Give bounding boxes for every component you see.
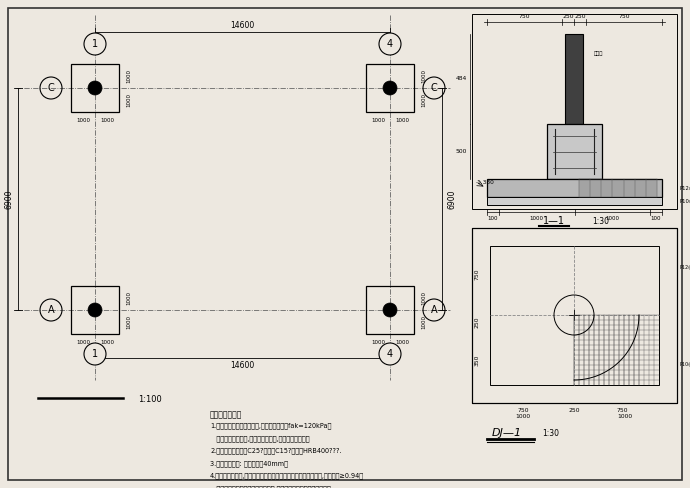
Text: 750: 750 <box>518 407 529 412</box>
Text: -1.380: -1.380 <box>476 180 495 184</box>
Text: 100: 100 <box>651 216 661 221</box>
Text: 350: 350 <box>475 354 480 366</box>
Circle shape <box>383 303 397 317</box>
Text: 1000: 1000 <box>371 340 385 345</box>
Text: P10@150: P10@150 <box>679 199 690 203</box>
Text: 基础采用独立基础,基底标高定层土,以老土为持力层。: 基础采用独立基础,基底标高定层土,以老土为持力层。 <box>210 435 310 442</box>
Text: 750: 750 <box>475 268 480 280</box>
Text: 1000: 1000 <box>76 118 90 123</box>
Text: 基础设计说明：: 基础设计说明： <box>210 410 242 419</box>
Text: C: C <box>431 83 437 93</box>
Text: C: C <box>48 83 55 93</box>
Text: 1000: 1000 <box>371 118 385 123</box>
Text: 14600: 14600 <box>230 361 255 369</box>
Circle shape <box>379 343 401 365</box>
Text: 1000: 1000 <box>126 93 131 107</box>
Text: 1:100: 1:100 <box>138 394 161 404</box>
Text: 1: 1 <box>92 349 98 359</box>
Text: 4.基础施工完毕后,应用粗粙粗土成分回填并分层夹实至室内地面,压实系数≥0.94，: 4.基础施工完毕后,应用粗粙粗土成分回填并分层夹实至室内地面,压实系数≥0.94… <box>210 472 364 479</box>
Text: 1000: 1000 <box>126 315 131 329</box>
Text: 1—1: 1—1 <box>543 216 565 226</box>
Text: 2.墨层混凝土基础为C25?庳层为C15?钉筋采HRB400???.: 2.墨层混凝土基础为C25?庳层为C15?钉筋采HRB400???. <box>210 447 342 454</box>
Text: 250: 250 <box>475 317 480 328</box>
Text: 6900: 6900 <box>5 189 14 209</box>
Text: 1000: 1000 <box>421 291 426 305</box>
Text: 1000: 1000 <box>126 291 131 305</box>
Bar <box>490 246 659 385</box>
Circle shape <box>88 303 102 317</box>
Circle shape <box>383 81 397 95</box>
Text: 750: 750 <box>616 407 628 412</box>
Text: DJ—1: DJ—1 <box>492 428 522 438</box>
Text: 250: 250 <box>574 14 586 19</box>
Text: 1000: 1000 <box>100 118 114 123</box>
Text: 750: 750 <box>519 14 530 19</box>
Text: 柱脚钢: 柱脚钢 <box>594 52 603 57</box>
Bar <box>472 228 677 403</box>
Bar <box>71 64 119 112</box>
Text: 1: 1 <box>92 39 98 49</box>
Text: 500: 500 <box>455 149 467 154</box>
Bar <box>565 34 583 124</box>
Text: 250: 250 <box>569 407 580 412</box>
Text: 1:30: 1:30 <box>542 428 559 438</box>
Text: P12@150: P12@150 <box>680 264 690 269</box>
Bar <box>547 124 602 179</box>
Text: 1000: 1000 <box>421 315 426 329</box>
Text: 1000: 1000 <box>530 216 544 221</box>
Text: P12@150: P12@150 <box>679 185 690 190</box>
Text: 14600: 14600 <box>230 21 255 30</box>
Text: 4: 4 <box>387 39 393 49</box>
Text: 1000: 1000 <box>395 118 409 123</box>
Text: 1000: 1000 <box>76 340 90 345</box>
Text: 750: 750 <box>618 14 630 19</box>
Text: 1000: 1000 <box>421 69 426 83</box>
Text: 1.由于甲方未提供勘察报告,承载力特征居取fak=120kPa，: 1.由于甲方未提供勘察报告,承载力特征居取fak=120kPa， <box>210 423 331 429</box>
Text: 1000: 1000 <box>515 414 531 420</box>
Circle shape <box>84 343 106 365</box>
Text: 1000: 1000 <box>100 340 114 345</box>
Text: 4: 4 <box>387 349 393 359</box>
Text: 1000: 1000 <box>421 93 426 107</box>
Circle shape <box>379 33 401 55</box>
Text: 250: 250 <box>562 14 574 19</box>
Bar <box>366 64 414 112</box>
Text: A: A <box>431 305 437 315</box>
Text: 严禁采用建筑垃圾土或混凝土回填,否则可能会导致居円层上寇抱。: 严禁采用建筑垃圾土或混凝土回填,否则可能会导致居円层上寇抱。 <box>210 485 331 488</box>
Text: 484: 484 <box>456 77 467 81</box>
Text: 100: 100 <box>488 216 498 221</box>
Bar <box>366 286 414 334</box>
Text: 3.混凝土保护层: 独立基础为40mm。: 3.混凝土保护层: 独立基础为40mm。 <box>210 460 288 467</box>
Text: 1000: 1000 <box>605 216 619 221</box>
Text: P10@150: P10@150 <box>680 362 690 366</box>
Bar <box>487 197 662 205</box>
Bar <box>487 179 662 197</box>
Text: 1000: 1000 <box>126 69 131 83</box>
Bar <box>472 228 677 403</box>
Text: 6900: 6900 <box>448 189 457 209</box>
Text: 1:30: 1:30 <box>592 217 609 225</box>
Bar <box>71 286 119 334</box>
Bar <box>472 14 677 209</box>
Text: A: A <box>48 305 55 315</box>
Text: 1000: 1000 <box>395 340 409 345</box>
Text: 1000: 1000 <box>618 414 633 420</box>
Circle shape <box>88 81 102 95</box>
Circle shape <box>84 33 106 55</box>
